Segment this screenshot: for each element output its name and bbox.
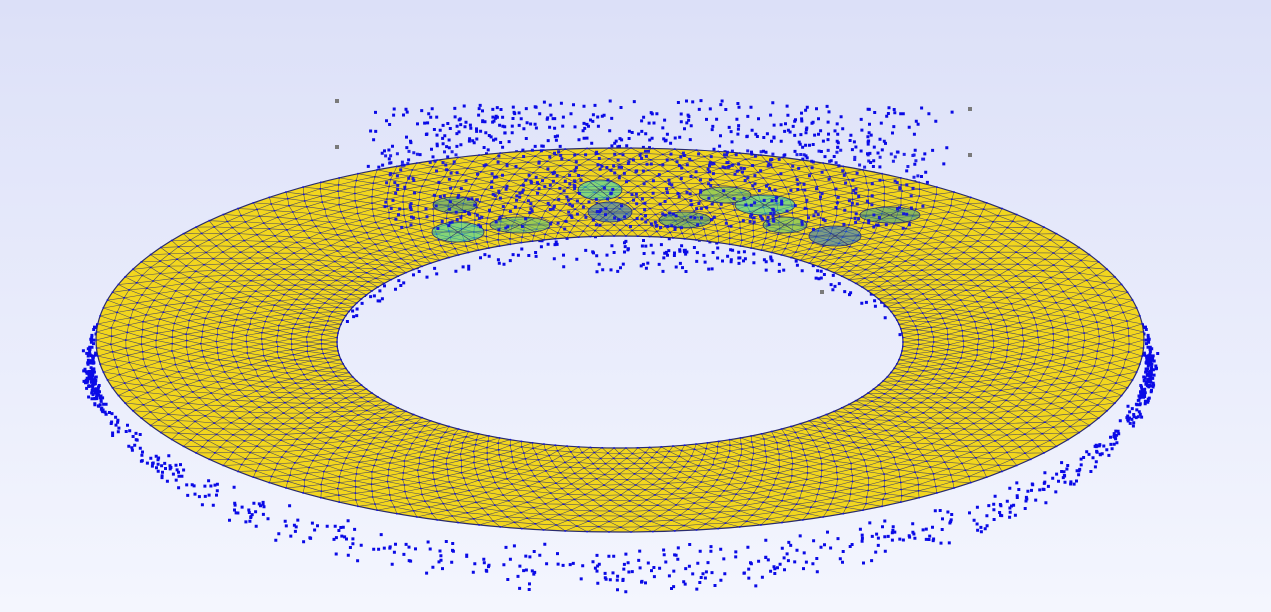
corner-markers [335, 99, 972, 294]
bounding-box-marker [335, 145, 339, 149]
bounding-box-marker [968, 107, 972, 111]
back-point-cloud [312, 99, 954, 379]
inclusion [808, 225, 862, 247]
surface-points [383, 148, 926, 232]
floating-points [366, 99, 954, 220]
inclusion [577, 179, 623, 201]
front-point-cloud [383, 148, 926, 232]
inclusion [698, 186, 752, 204]
bounding-box-marker [335, 99, 339, 103]
bounding-box-marker [968, 153, 972, 157]
bounding-box-marker [820, 290, 824, 294]
inclusion [859, 206, 921, 224]
inclusion [431, 221, 485, 243]
inclusion [734, 194, 796, 216]
